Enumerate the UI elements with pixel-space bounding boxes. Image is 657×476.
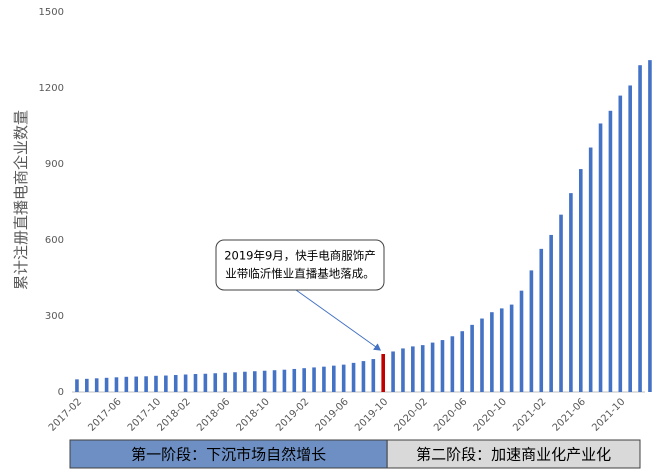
y-tick-label: 300 xyxy=(45,311,64,322)
x-tick-label: 2019-02 xyxy=(274,396,311,433)
bar xyxy=(420,345,425,392)
x-tick-label: 2020-10 xyxy=(472,396,509,433)
bar xyxy=(104,377,109,392)
bar xyxy=(75,379,79,392)
bar xyxy=(401,348,405,392)
y-tick-label: 1500 xyxy=(39,7,64,18)
bar xyxy=(440,340,445,392)
x-tick-label: 2018-02 xyxy=(156,396,193,433)
bar xyxy=(164,375,168,392)
x-tick-label: 2020-06 xyxy=(432,396,469,433)
x-tick-label: 2017-06 xyxy=(86,396,123,433)
bar xyxy=(282,369,287,392)
x-tick-label: 2018-10 xyxy=(235,396,272,433)
bar xyxy=(322,366,326,392)
bar xyxy=(173,375,178,392)
bar xyxy=(154,375,158,392)
x-tick-label: 2021-06 xyxy=(551,396,588,433)
bar xyxy=(411,346,415,392)
bar xyxy=(529,270,534,392)
bar xyxy=(361,361,366,392)
y-tick-label: 0 xyxy=(58,387,64,398)
bar xyxy=(351,362,356,392)
bar xyxy=(233,372,237,392)
bar xyxy=(332,365,336,392)
y-tick-label: 900 xyxy=(45,159,64,170)
bar xyxy=(480,318,484,392)
annotation-arrow xyxy=(295,289,382,351)
bar xyxy=(490,312,494,392)
bar xyxy=(134,376,139,392)
annotation-text: 2019年9月，快手电商服饰产 xyxy=(224,249,376,263)
bar xyxy=(262,370,267,392)
bar xyxy=(292,368,297,392)
bar xyxy=(549,234,553,392)
bar xyxy=(559,214,563,392)
bar xyxy=(94,378,99,392)
bar xyxy=(391,351,395,392)
bar xyxy=(628,85,632,392)
bar xyxy=(430,342,435,392)
y-tick-label: 1200 xyxy=(39,83,64,94)
bar xyxy=(588,147,593,392)
bar xyxy=(381,354,385,392)
bar xyxy=(648,60,652,393)
x-tick-label: 2021-10 xyxy=(590,396,627,433)
bar xyxy=(569,193,573,392)
bar xyxy=(460,331,465,392)
phase-box xyxy=(386,439,641,469)
bar xyxy=(223,372,227,392)
x-tick-label: 2019-10 xyxy=(353,396,390,433)
bar xyxy=(509,304,514,392)
bar xyxy=(341,364,346,392)
bar xyxy=(618,95,623,392)
bar xyxy=(243,371,247,392)
bar xyxy=(114,377,119,392)
bar xyxy=(272,370,277,392)
bar xyxy=(144,376,148,392)
y-axis-label: 累计注册直播电商企业数量 xyxy=(12,110,30,290)
bar xyxy=(124,376,129,392)
bar xyxy=(213,373,218,392)
bar xyxy=(539,248,544,392)
bar xyxy=(183,374,188,392)
bar xyxy=(371,359,376,392)
bar xyxy=(450,336,455,392)
bar xyxy=(302,368,306,392)
x-tick-label: 2018-06 xyxy=(195,396,232,433)
bar xyxy=(470,324,474,392)
annotation-text: 业带临沂惟业直播基地落成。 xyxy=(225,267,375,281)
bar xyxy=(499,308,504,392)
bar xyxy=(598,123,603,392)
bar xyxy=(519,290,524,392)
x-tick-label: 2020-02 xyxy=(393,396,430,433)
bar xyxy=(85,378,89,392)
x-tick-label: 2017-02 xyxy=(47,396,84,433)
bar xyxy=(252,371,257,392)
phase-label: 第二阶段：加速商业化产业化 xyxy=(416,446,611,464)
y-tick-label: 600 xyxy=(45,235,64,246)
bar xyxy=(312,367,316,392)
bar xyxy=(193,374,198,392)
phase-label: 第一阶段：下沉市场自然增长 xyxy=(131,446,326,464)
bar xyxy=(578,169,583,392)
bar xyxy=(638,65,642,392)
bar xyxy=(608,110,613,393)
bar xyxy=(203,373,208,392)
x-tick-label: 2019-06 xyxy=(314,396,351,433)
annotation-box xyxy=(215,239,385,291)
x-tick-label: 2021-02 xyxy=(511,396,548,433)
